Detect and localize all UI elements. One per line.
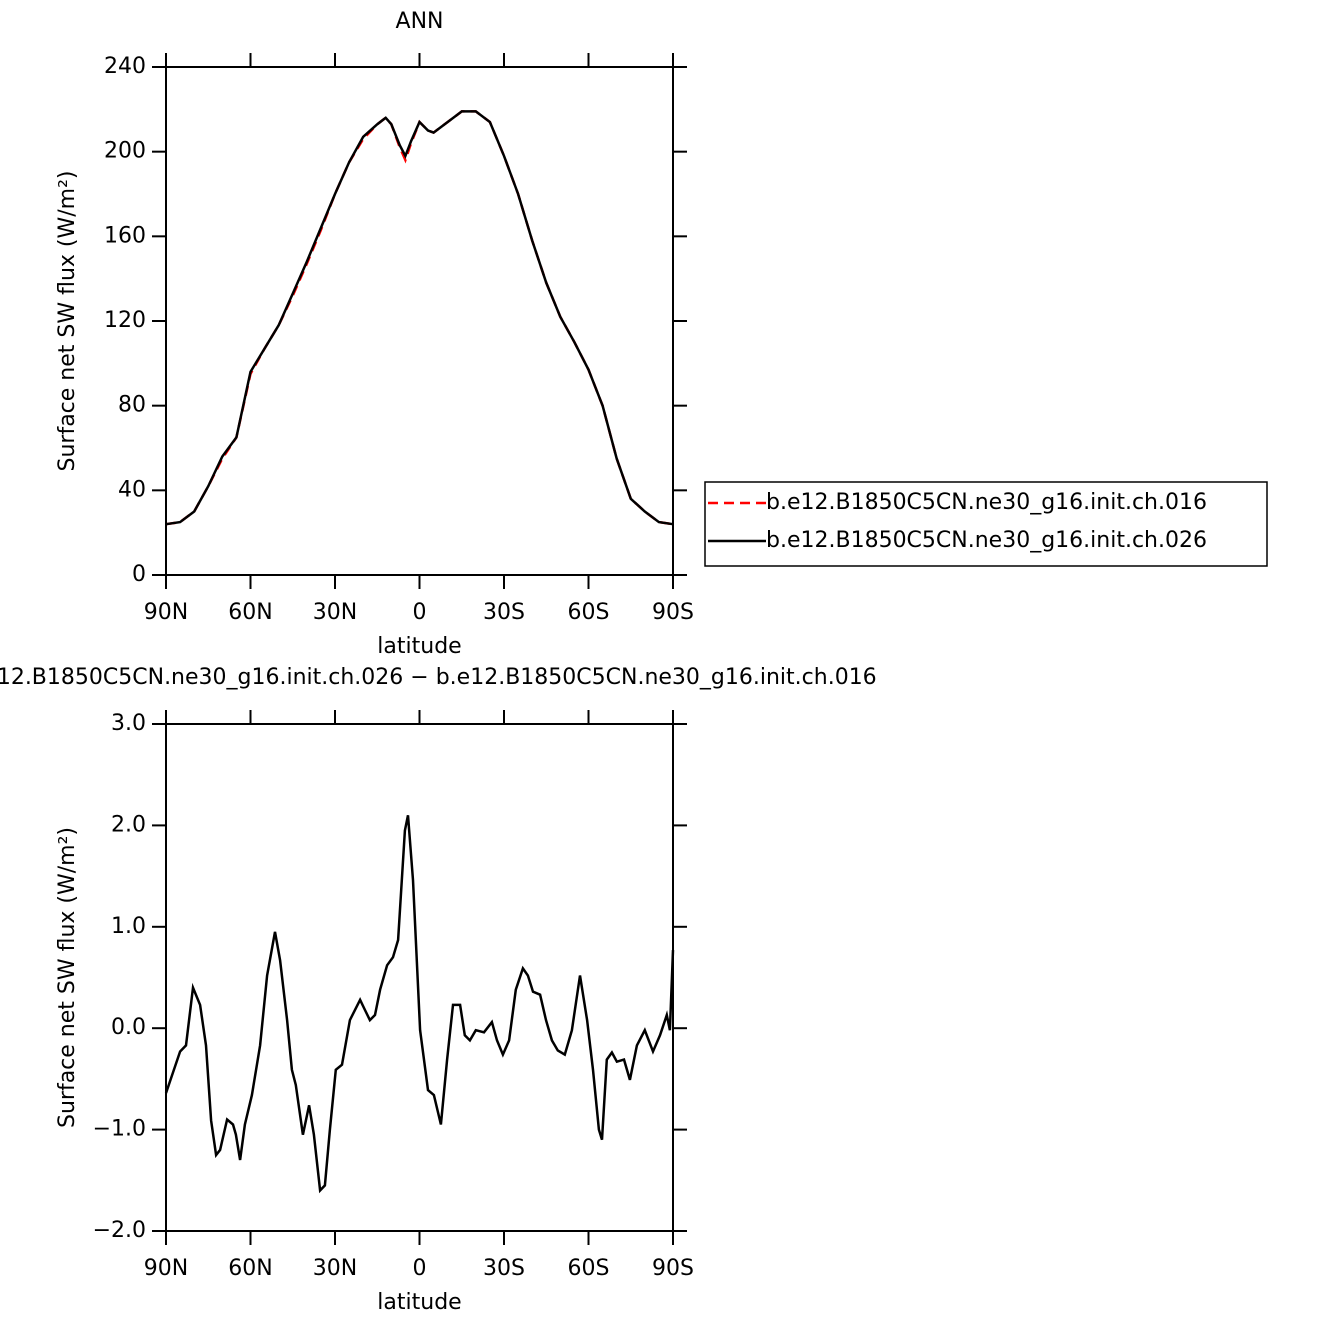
- y-tick-label: 40: [118, 477, 146, 502]
- data-line: [165, 110, 674, 526]
- y-tick-label: 240: [104, 54, 146, 79]
- x-tick-label: 90S: [652, 1256, 694, 1281]
- x-tick-label: 30S: [483, 1256, 525, 1281]
- x-tick-label: 30N: [313, 600, 357, 625]
- data-line: [164, 815, 675, 1194]
- x-tick-label: 60S: [568, 1256, 610, 1281]
- plot-frame: [165, 66, 674, 576]
- x-tick-label: 30S: [483, 600, 525, 625]
- x-tick-label: 0: [413, 1256, 427, 1281]
- legend-label: b.e12.B1850C5CN.ne30_g16.init.ch.026: [766, 528, 1207, 553]
- y-tick-label: 1.0: [111, 914, 146, 939]
- y-tick-label: 200: [104, 139, 146, 164]
- x-tick-label: 90N: [144, 1256, 188, 1281]
- y-tick-label: 0.0: [111, 1015, 146, 1040]
- x-tick-label: 90S: [652, 600, 694, 625]
- y-axis-label: Surface net SW flux (W/m²): [55, 170, 80, 471]
- x-tick-label: 60N: [228, 600, 272, 625]
- y-tick-label: 80: [118, 393, 146, 418]
- x-tick-label: 60S: [568, 600, 610, 625]
- x-axis-label: latitude: [377, 1290, 461, 1315]
- plot-frame: [165, 723, 674, 1232]
- y-tick-label: 2.0: [111, 812, 146, 837]
- y-tick-label: −2.0: [93, 1218, 146, 1243]
- chart-title: ANN: [396, 9, 444, 34]
- legend-box: [704, 481, 1268, 567]
- y-tick-label: −1.0: [93, 1117, 146, 1142]
- legend-label: b.e12.B1850C5CN.ne30_g16.init.ch.016: [766, 490, 1207, 515]
- data-line: [165, 110, 674, 526]
- y-tick-label: 160: [104, 223, 146, 248]
- y-tick-label: 0: [132, 562, 146, 587]
- x-tick-label: 90N: [144, 600, 188, 625]
- chart-title: b.e12.B1850C5CN.ne30_g16.init.ch.026 − b…: [0, 665, 877, 690]
- x-axis-label: latitude: [377, 634, 461, 659]
- y-axis-label: Surface net SW flux (W/m²): [55, 827, 80, 1128]
- y-tick-label: 3.0: [111, 711, 146, 736]
- x-tick-label: 0: [413, 600, 427, 625]
- y-tick-label: 120: [104, 308, 146, 333]
- x-tick-label: 30N: [313, 1256, 357, 1281]
- x-tick-label: 60N: [228, 1256, 272, 1281]
